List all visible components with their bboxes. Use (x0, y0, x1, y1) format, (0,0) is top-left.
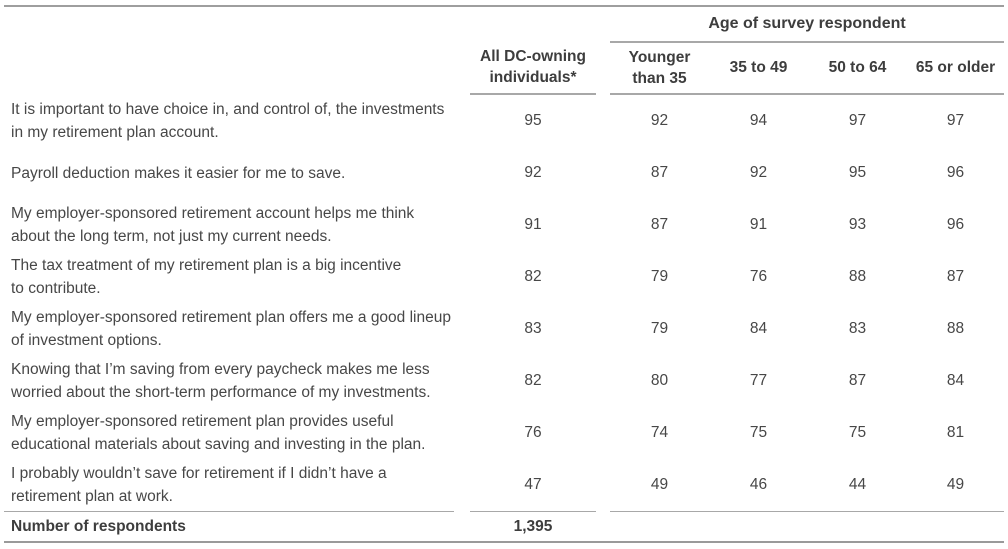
age-group-header-row: Age of survey respondent (4, 7, 1004, 43)
column-spacer (596, 407, 610, 459)
value-50-to-64: 83 (848, 320, 867, 337)
value-younger-than-35: 49 (650, 476, 669, 493)
column-spacer (454, 303, 470, 355)
value-younger-than-35: 87 (650, 164, 669, 181)
value-65-or-older: 96 (946, 164, 965, 181)
footer-respondents-count: 1,395 (470, 511, 596, 541)
column-spacer (596, 7, 610, 42)
value-35-to-49: 75 (749, 424, 768, 441)
value-all-dc: 83 (524, 320, 542, 337)
column-header-50-to-64: 50 to 64 (808, 42, 907, 95)
statement-text: I probably wouldn’t save for retirement … (11, 465, 387, 505)
value-all-dc: 92 (524, 164, 542, 181)
statement-text: My employer-sponsored retirement account… (11, 205, 415, 245)
column-spacer (454, 147, 470, 199)
survey-statements-table: Age of survey respondent All DC-owning i… (4, 7, 1004, 541)
value-35-to-49: 84 (749, 320, 768, 337)
column-spacer (454, 42, 470, 94)
column-spacer (454, 407, 470, 459)
value-younger-than-35: 79 (650, 320, 669, 337)
footer-label: Number of respondents (4, 511, 454, 541)
empty-cell (470, 7, 596, 42)
value-35-to-49: 94 (749, 112, 768, 129)
value-all-dc: 47 (524, 476, 542, 493)
column-spacer (454, 7, 470, 42)
value-all-dc: 82 (524, 268, 542, 285)
value-65-or-older: 96 (946, 216, 965, 233)
value-35-to-49: 76 (749, 268, 768, 285)
value-35-to-49: 92 (749, 164, 768, 181)
value-all-dc: 76 (524, 424, 542, 441)
value-35-to-49: 77 (749, 372, 768, 389)
column-header-65-or-older: 65 or older (907, 42, 1004, 95)
column-spacer (454, 94, 470, 147)
table-row: The tax treatment of my retirement plan … (4, 251, 1004, 303)
column-spacer (454, 512, 470, 542)
value-younger-than-35: 92 (650, 112, 669, 129)
value-younger-than-35: 74 (650, 424, 669, 441)
column-spacer (596, 459, 610, 512)
statement-text: The tax treatment of my retirement plan … (11, 257, 402, 297)
age-group-header: Age of survey respondent (610, 7, 1004, 43)
survey-statements-table-container: Age of survey respondent All DC-owning i… (4, 5, 1004, 543)
table-row: My employer-sponsored retirement plan pr… (4, 407, 1004, 459)
empty-cell (4, 42, 454, 94)
value-35-to-49: 46 (749, 476, 768, 493)
value-35-to-49: 91 (749, 216, 768, 233)
table-row: Payroll deduction makes it easier for me… (4, 147, 1004, 199)
table-row: My employer-sponsored retirement plan of… (4, 303, 1004, 355)
column-spacer (454, 355, 470, 407)
value-all-dc: 91 (524, 216, 542, 233)
empty-cell (4, 7, 454, 42)
column-spacer (596, 303, 610, 355)
column-spacer (454, 251, 470, 303)
value-50-to-64: 97 (848, 112, 867, 129)
value-65-or-older: 88 (946, 320, 965, 337)
value-65-or-older: 84 (946, 372, 965, 389)
value-50-to-64: 44 (848, 476, 867, 493)
column-spacer (596, 512, 610, 542)
footer-row: Number of respondents 1,395 (4, 511, 1004, 542)
value-younger-than-35: 80 (650, 372, 669, 389)
column-spacer (454, 199, 470, 251)
column-header-35-to-49: 35 to 49 (709, 42, 808, 95)
value-65-or-older: 49 (946, 476, 965, 493)
value-all-dc: 95 (524, 112, 542, 129)
statement-text: My employer-sponsored retirement plan pr… (11, 413, 426, 453)
value-50-to-64: 87 (848, 372, 867, 389)
column-spacer (596, 251, 610, 303)
column-spacer (596, 355, 610, 407)
statement-text: Knowing that I’m saving from every paych… (11, 361, 431, 401)
value-younger-than-35: 87 (650, 216, 669, 233)
statement-text: Payroll deduction makes it easier for me… (11, 164, 346, 182)
statement-text: It is important to have choice in, and c… (11, 100, 445, 141)
column-header-row: All DC-owning individuals* Younger than … (4, 42, 1004, 95)
table-row: Knowing that I’m saving from every paych… (4, 355, 1004, 407)
value-65-or-older: 97 (946, 112, 965, 129)
column-spacer (596, 147, 610, 199)
value-50-to-64: 93 (848, 216, 867, 233)
statement-text: My employer-sponsored retirement plan of… (11, 309, 451, 349)
table-row: I probably wouldn’t save for retirement … (4, 459, 1004, 512)
column-spacer (596, 94, 610, 147)
value-all-dc: 82 (524, 372, 542, 389)
table-row: My employer-sponsored retirement account… (4, 199, 1004, 251)
column-header-younger-than-35: Younger than 35 (610, 42, 709, 95)
column-spacer (596, 42, 610, 94)
column-header-all-dc: All DC-owning individuals* (470, 42, 596, 95)
column-spacer (596, 199, 610, 251)
value-65-or-older: 87 (946, 268, 965, 285)
value-50-to-64: 95 (848, 164, 867, 181)
table-row: It is important to have choice in, and c… (4, 94, 1004, 147)
footer-empty-age-cells (610, 511, 1004, 541)
value-65-or-older: 81 (946, 424, 965, 441)
column-spacer (454, 459, 470, 512)
value-50-to-64: 75 (848, 424, 867, 441)
value-50-to-64: 88 (848, 268, 867, 285)
value-younger-than-35: 79 (650, 268, 669, 285)
